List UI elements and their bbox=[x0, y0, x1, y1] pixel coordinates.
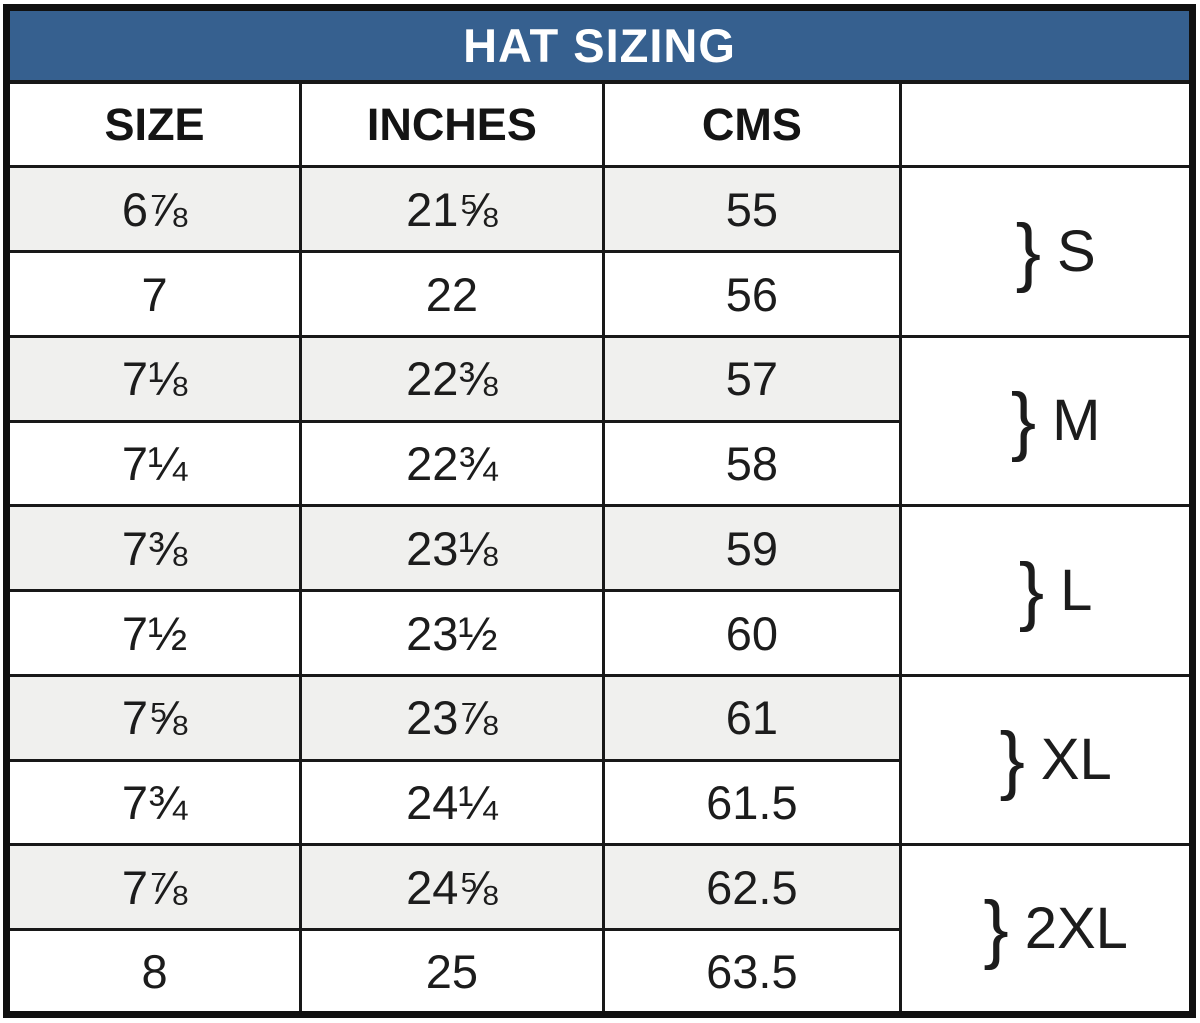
size-cell: 7¼ bbox=[4, 419, 303, 508]
table-row: 7⅝ 23⅞ 61 } XL bbox=[4, 673, 1194, 847]
column-header-group bbox=[899, 80, 1194, 169]
column-header-size: SIZE bbox=[4, 80, 303, 169]
cms-cell: 56 bbox=[601, 250, 903, 338]
cms-cell: 62.5 bbox=[601, 843, 903, 932]
group-cell-2xl: } 2XL bbox=[899, 843, 1194, 1016]
inches-cell: 23⅞ bbox=[299, 673, 605, 762]
table-row: 6⅞ 21⅝ 55 } S bbox=[4, 165, 1194, 338]
header-row: SIZE INCHES CMS bbox=[4, 80, 1194, 169]
table-row: 7 22 56 bbox=[4, 250, 1193, 338]
table-row: 7¾ 24¼ 61.5 bbox=[4, 758, 1193, 847]
table-row: 7¼ 22¾ 58 bbox=[4, 419, 1193, 508]
group-cell-s: } S bbox=[899, 165, 1194, 338]
hat-sizing-table: HAT SIZING SIZE INCHES CMS 6⅞ 21⅝ 55 } S … bbox=[3, 4, 1196, 1018]
inches-cell: 24⅝ bbox=[299, 843, 605, 932]
brace-glyph: } bbox=[999, 717, 1025, 803]
group-label: S bbox=[1056, 218, 1096, 284]
size-cell: 6⅞ bbox=[4, 165, 303, 254]
inches-cell: 21⅝ bbox=[299, 165, 605, 254]
column-header-inches: INCHES bbox=[299, 80, 605, 169]
group-cell-l: } L bbox=[899, 504, 1194, 677]
size-cell: 7⅜ bbox=[4, 504, 303, 593]
inches-cell: 23½ bbox=[299, 589, 605, 677]
cms-cell: 61.5 bbox=[601, 758, 903, 847]
table-row: 7⅜ 23⅛ 59 } L bbox=[4, 504, 1194, 677]
cms-cell: 63.5 bbox=[601, 928, 903, 1016]
cms-cell: 58 bbox=[601, 419, 903, 508]
group-cell-m: } M bbox=[899, 334, 1194, 508]
cms-cell: 55 bbox=[601, 165, 903, 254]
brace-glyph: } bbox=[983, 885, 1009, 971]
table-title: HAT SIZING bbox=[5, 6, 1194, 85]
column-header-cms: CMS bbox=[601, 80, 903, 169]
group-cell-xl: } XL bbox=[899, 673, 1194, 847]
inches-cell: 23⅛ bbox=[299, 504, 605, 593]
size-cell: 7⅝ bbox=[4, 673, 303, 762]
table-row: 7⅞ 24⅝ 62.5 } 2XL bbox=[4, 843, 1194, 1016]
inches-cell: 22 bbox=[299, 250, 605, 338]
group-label: 2XL bbox=[1024, 895, 1128, 961]
cms-cell: 61 bbox=[601, 673, 903, 762]
size-cell: 7¾ bbox=[4, 758, 303, 847]
title-row: HAT SIZING bbox=[5, 6, 1194, 85]
size-cell: 7⅞ bbox=[4, 843, 303, 932]
brace-glyph: } bbox=[1010, 378, 1037, 464]
brace-glyph: } bbox=[1015, 208, 1041, 294]
size-cell: 7 bbox=[4, 250, 303, 338]
group-label: M bbox=[1052, 388, 1101, 454]
size-cell: 7½ bbox=[4, 589, 303, 677]
inches-cell: 25 bbox=[299, 928, 605, 1016]
inches-cell: 22⅜ bbox=[299, 334, 605, 423]
brace-glyph: } bbox=[1018, 547, 1045, 633]
table-row: 8 25 63.5 bbox=[4, 928, 1193, 1016]
cms-cell: 60 bbox=[601, 589, 903, 677]
cms-cell: 57 bbox=[601, 334, 903, 423]
group-label: XL bbox=[1040, 727, 1112, 793]
size-cell: 8 bbox=[4, 928, 303, 1016]
table-row: 7⅛ 22⅜ 57 } M bbox=[4, 334, 1194, 508]
size-cell: 7⅛ bbox=[4, 334, 303, 423]
cms-cell: 59 bbox=[601, 504, 903, 593]
inches-cell: 22¾ bbox=[299, 419, 605, 508]
group-label: L bbox=[1060, 557, 1093, 623]
table-row: 7½ 23½ 60 bbox=[4, 589, 1193, 677]
inches-cell: 24¼ bbox=[299, 758, 605, 847]
